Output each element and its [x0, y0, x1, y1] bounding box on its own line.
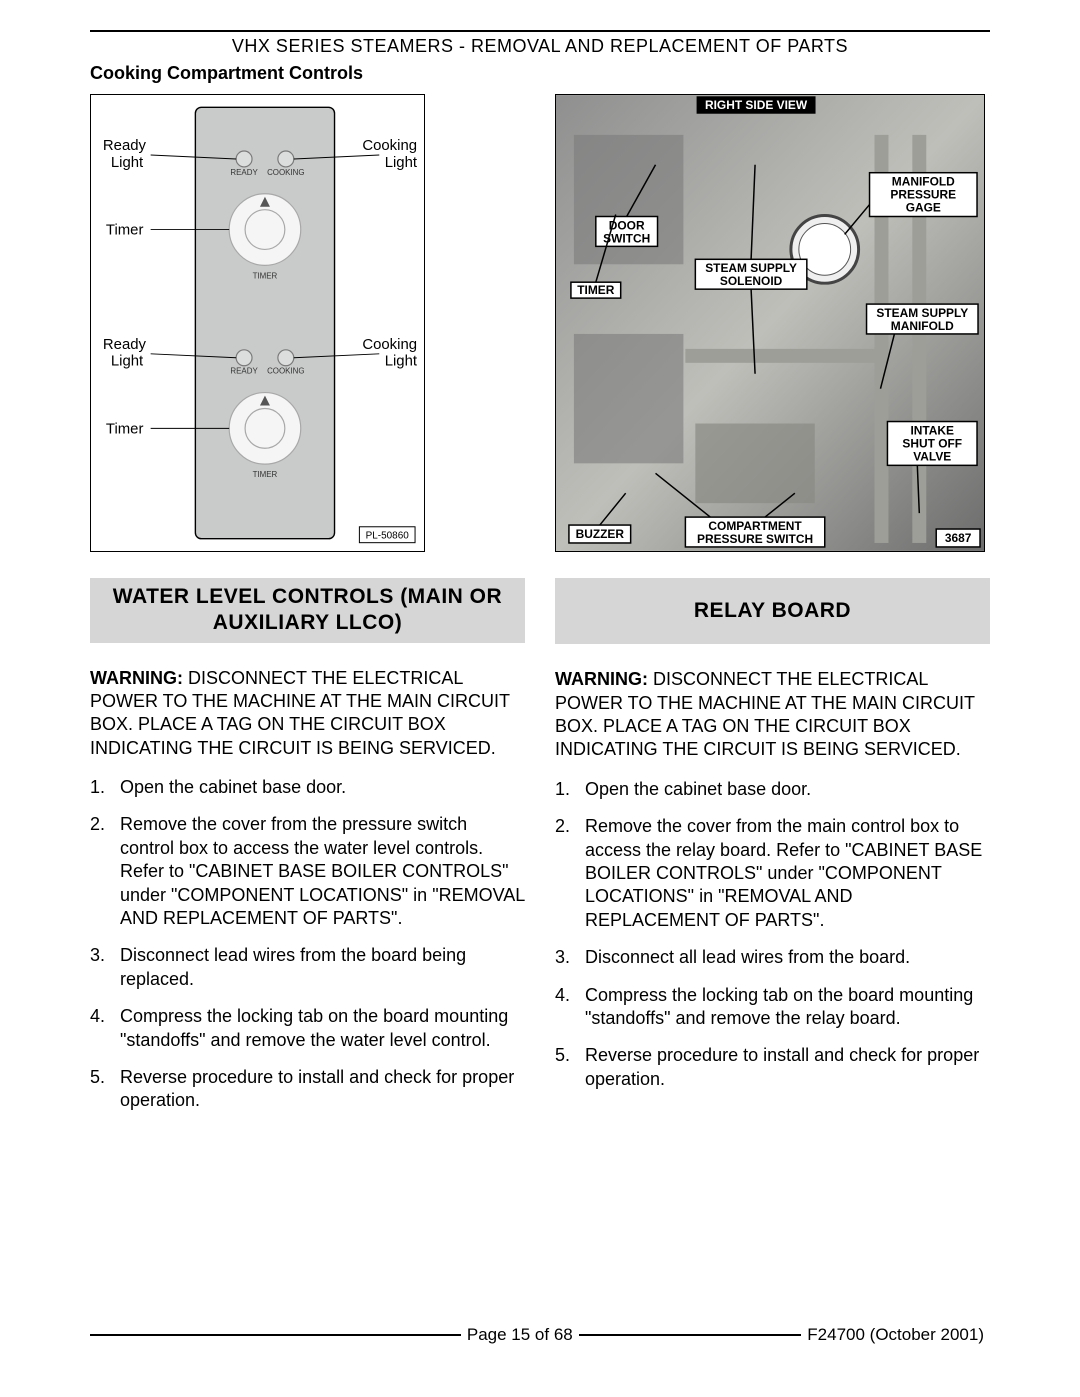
left-figure-col: READY COOKING TIMER Ready Light Cooking … [90, 94, 525, 552]
right-warning: WARNING: DISCONNECT THE ELECTRICAL POWER… [555, 668, 990, 762]
list-item: Disconnect lead wires from the board bei… [90, 944, 525, 991]
isov-lbl: INTAKE [910, 423, 954, 437]
cooking-light-label-1: Cooking [362, 138, 417, 154]
timer-photo-lbl: TIMER [577, 283, 615, 297]
sss-lbl2: SOLENOID [720, 274, 783, 288]
subheading: Cooking Compartment Controls [90, 63, 990, 84]
ready-light-label-2: Ready [103, 337, 147, 353]
page-header: VHX SERIES STEAMERS - REMOVAL AND REPLAC… [90, 36, 990, 57]
photo-code: 3687 [945, 531, 972, 545]
timer-label-2: Timer [106, 421, 144, 437]
right-warning-label: WARNING: [555, 669, 648, 689]
left-warning-label: WARNING: [90, 668, 183, 688]
left-warning: WARNING: DISCONNECT THE ELECTRICAL POWER… [90, 667, 525, 761]
cooking-mark-2: COOKING [267, 367, 305, 376]
ssm-lbl2: MANIFOLD [891, 319, 954, 333]
relay-board-title-text: RELAY BOARD [694, 599, 851, 622]
list-item: Remove the cover from the main control b… [555, 815, 990, 932]
cooking-light-label-1b: Light [385, 155, 418, 171]
list-item: Open the cabinet base door. [555, 778, 990, 801]
cps-lbl: COMPARTMENT [708, 519, 802, 533]
photo-title: RIGHT SIDE VIEW [705, 98, 808, 112]
cooking-light-label-2b: Light [385, 354, 418, 370]
figure-row: READY COOKING TIMER Ready Light Cooking … [90, 94, 990, 552]
list-item: Reverse procedure to install and check f… [555, 1044, 990, 1091]
plate-number: PL-50860 [366, 531, 410, 542]
cooking-light-label-2: Cooking [362, 337, 417, 353]
mpg-lbl: MANIFOLD [892, 175, 955, 189]
right-steps-list: Open the cabinet base door. Remove the c… [555, 778, 990, 1091]
list-item: Disconnect all lead wires from the board… [555, 946, 990, 969]
ssm-lbl: STEAM SUPPLY [876, 306, 968, 320]
control-panel-diagram: READY COOKING TIMER Ready Light Cooking … [90, 94, 425, 552]
header-rule [90, 30, 990, 32]
isov-lbl2: SHUT OFF [902, 436, 962, 450]
sss-lbl: STEAM SUPPLY [705, 261, 797, 275]
doc-number: F24700 (October 2001) [801, 1325, 990, 1345]
mpg-lbl2: PRESSURE [890, 188, 956, 202]
timer-mark: TIMER [253, 271, 278, 280]
ready-light-label-1b: Light [111, 155, 144, 171]
buzzer-lbl: BUZZER [576, 527, 625, 541]
list-item: Reverse procedure to install and check f… [90, 1066, 525, 1113]
list-item: Compress the locking tab on the board mo… [90, 1005, 525, 1052]
list-item: Remove the cover from the pressure switc… [90, 813, 525, 930]
text-columns: WATER LEVEL CONTROLS (MAIN OR AUXILIARY … [90, 552, 990, 1127]
right-text-col: RELAY BOARD WARNING: DISCONNECT THE ELEC… [555, 552, 990, 1127]
ready-light-label-2b: Light [111, 354, 144, 370]
footer-rule [579, 1334, 802, 1336]
page-number: Page 15 of 68 [461, 1325, 579, 1345]
ready-mark: READY [230, 168, 258, 177]
mpg-lbl3: GAGE [906, 201, 941, 215]
left-text-col: WATER LEVEL CONTROLS (MAIN OR AUXILIARY … [90, 552, 525, 1127]
timer-label-1: Timer [106, 223, 144, 239]
isov-lbl3: VALVE [913, 449, 951, 463]
footer-rule [90, 1334, 461, 1336]
right-figure-col: RIGHT SIDE VIEW DOOR SWITCH TIMER STEAM … [555, 94, 990, 552]
list-item: Compress the locking tab on the board mo… [555, 984, 990, 1031]
water-level-title-text: WATER LEVEL CONTROLS (MAIN OR AUXILIARY … [113, 585, 502, 634]
cooking-mark: COOKING [267, 168, 305, 177]
page-footer: Page 15 of 68 F24700 (October 2001) [90, 1325, 990, 1345]
right-side-view-photo: RIGHT SIDE VIEW DOOR SWITCH TIMER STEAM … [555, 94, 985, 552]
left-steps-list: Open the cabinet base door. Remove the c… [90, 776, 525, 1113]
relay-board-title: RELAY BOARD [555, 578, 990, 644]
ready-mark-2: READY [230, 367, 258, 376]
ready-light-label-1: Ready [103, 138, 147, 154]
list-item: Open the cabinet base door. [90, 776, 525, 799]
cps-lbl2: PRESSURE SWITCH [697, 532, 813, 546]
water-level-title: WATER LEVEL CONTROLS (MAIN OR AUXILIARY … [90, 578, 525, 643]
timer-mark-2: TIMER [253, 470, 278, 479]
